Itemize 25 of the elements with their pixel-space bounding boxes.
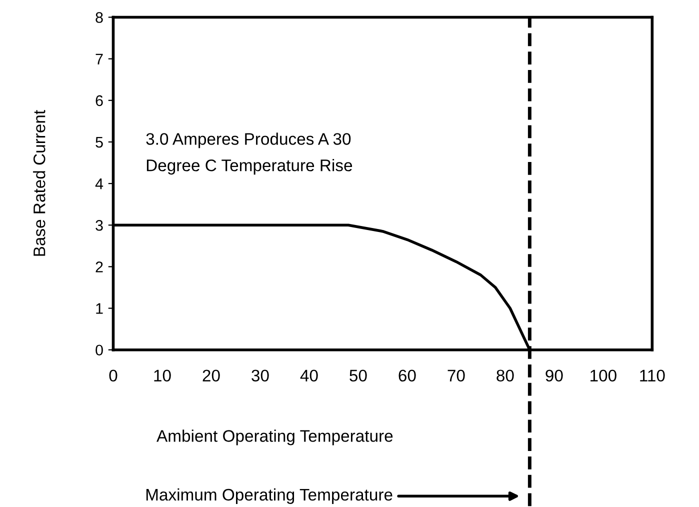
x-tick-label: 90 (546, 370, 563, 382)
y-tick-label: 6 (96, 95, 103, 106)
x-tick-label: 60 (398, 370, 416, 382)
x-tick-label: 50 (350, 370, 367, 382)
x-tick-label: 70 (448, 370, 465, 382)
y-tick-label: 8 (96, 12, 103, 23)
x-tick-label: 80 (496, 370, 514, 382)
y-tick-label: 1 (96, 303, 103, 314)
ref-line-label: Maximum Operating Temperature (146, 488, 392, 504)
x-tick-label: 20 (202, 370, 220, 382)
x-tick-label: 10 (154, 370, 171, 382)
x-tick-label: 40 (300, 370, 318, 382)
y-tick-label: 4 (95, 178, 104, 190)
y-tick-label: 7 (96, 54, 103, 64)
y-tick-label: 0 (96, 344, 103, 356)
y-tick-label: 3 (96, 220, 103, 231)
x-tick-label: 30 (252, 370, 269, 382)
y-axis-title: Base Rated Current (33, 110, 46, 256)
x-tick-label: 100 (590, 370, 616, 382)
y-tick-label: 2 (96, 262, 103, 272)
annotation: 3.0 Amperes Produces A 30 Degree C Temperature Rise (146, 132, 352, 175)
y-tick-label: 5 (96, 136, 103, 148)
x-tick-label: 110 (640, 370, 665, 382)
x-axis-title: Ambient Operating Temperature (156, 430, 393, 446)
x-tick-label: 0 (109, 370, 118, 382)
